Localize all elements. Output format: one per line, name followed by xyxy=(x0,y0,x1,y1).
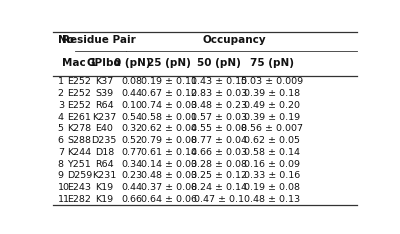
Text: 0.79 ± 0.08: 0.79 ± 0.08 xyxy=(141,136,197,145)
Text: 0.62 ± 0.04: 0.62 ± 0.04 xyxy=(141,124,197,133)
Text: K19: K19 xyxy=(95,183,113,192)
Text: K237: K237 xyxy=(92,113,116,122)
Text: 0.55 ± 0.08: 0.55 ± 0.08 xyxy=(191,124,247,133)
Text: 0.14 ± 0.03: 0.14 ± 0.03 xyxy=(141,160,198,169)
Text: K37: K37 xyxy=(95,77,113,86)
Text: 0.83 ± 0.03: 0.83 ± 0.03 xyxy=(191,89,247,98)
Text: 0.64 ± 0.06: 0.64 ± 0.06 xyxy=(141,195,197,204)
Text: 50 (pN): 50 (pN) xyxy=(197,58,241,68)
Text: E261: E261 xyxy=(68,113,91,122)
Text: 0.08: 0.08 xyxy=(122,77,143,86)
Text: K278: K278 xyxy=(67,124,92,133)
Text: E243: E243 xyxy=(68,183,92,192)
Text: 0.66: 0.66 xyxy=(122,195,143,204)
Text: 0.66 ± 0.03: 0.66 ± 0.03 xyxy=(191,148,247,157)
Text: 0.28 ± 0.08: 0.28 ± 0.08 xyxy=(191,160,247,169)
Text: 0.44: 0.44 xyxy=(122,183,143,192)
Text: E40: E40 xyxy=(95,124,113,133)
Text: 0.39 ± 0.19: 0.39 ± 0.19 xyxy=(244,113,300,122)
Text: 0.16 ± 0.09: 0.16 ± 0.09 xyxy=(244,160,300,169)
Text: E252: E252 xyxy=(68,77,91,86)
Text: 0.19 ± 0.08: 0.19 ± 0.08 xyxy=(244,183,300,192)
Text: 0.54: 0.54 xyxy=(122,113,143,122)
Text: 7: 7 xyxy=(58,148,64,157)
Text: 0 (pN): 0 (pN) xyxy=(114,58,150,68)
Text: 6: 6 xyxy=(58,136,64,145)
Text: 0.61 ± 0.14: 0.61 ± 0.14 xyxy=(141,148,197,157)
Text: E252: E252 xyxy=(68,101,91,110)
Text: 11: 11 xyxy=(58,195,70,204)
Text: K244: K244 xyxy=(67,148,92,157)
Text: 0.49 ± 0.20: 0.49 ± 0.20 xyxy=(244,101,300,110)
Text: 0.44: 0.44 xyxy=(122,89,143,98)
Text: No: No xyxy=(58,35,74,45)
Text: 0.39 ± 0.18: 0.39 ± 0.18 xyxy=(244,89,300,98)
Text: 0.34: 0.34 xyxy=(122,160,143,169)
Text: 2: 2 xyxy=(58,89,64,98)
Text: GPIbα: GPIbα xyxy=(87,58,122,68)
Text: E282: E282 xyxy=(68,195,91,204)
Text: R64: R64 xyxy=(95,101,114,110)
Text: 0.52: 0.52 xyxy=(122,136,143,145)
Text: K231: K231 xyxy=(92,171,116,180)
Text: 25 (pN): 25 (pN) xyxy=(148,58,191,68)
Text: D18: D18 xyxy=(95,148,114,157)
Text: 0.23: 0.23 xyxy=(122,171,143,180)
Text: Mac 1: Mac 1 xyxy=(62,58,97,68)
Text: 75 (pN): 75 (pN) xyxy=(250,58,294,68)
Text: 0.48 ± 0.03: 0.48 ± 0.03 xyxy=(141,171,198,180)
Text: 0.10: 0.10 xyxy=(122,101,143,110)
Text: 0.19 ± 0.11: 0.19 ± 0.11 xyxy=(141,77,197,86)
Text: S39: S39 xyxy=(95,89,113,98)
Text: 5: 5 xyxy=(58,124,64,133)
Text: 0.58 ± 0.14: 0.58 ± 0.14 xyxy=(244,148,300,157)
Text: 4: 4 xyxy=(58,113,64,122)
Text: 0.48 ± 0.23: 0.48 ± 0.23 xyxy=(191,101,247,110)
Text: 0.56 ± 0.007: 0.56 ± 0.007 xyxy=(241,124,303,133)
Text: 0.58 ± 0.01: 0.58 ± 0.01 xyxy=(141,113,197,122)
Text: E252: E252 xyxy=(68,89,91,98)
Text: 1: 1 xyxy=(58,77,64,86)
Text: 0.03 ± 0.009: 0.03 ± 0.009 xyxy=(240,77,303,86)
Text: 0.74 ± 0.03: 0.74 ± 0.03 xyxy=(141,101,198,110)
Text: 8: 8 xyxy=(58,160,64,169)
Text: 0.37 ± 0.08: 0.37 ± 0.08 xyxy=(141,183,198,192)
Text: 0.48 ± 0.13: 0.48 ± 0.13 xyxy=(244,195,300,204)
Text: 0.33 ± 0.16: 0.33 ± 0.16 xyxy=(244,171,300,180)
Text: 0.77: 0.77 xyxy=(122,148,143,157)
Text: 3: 3 xyxy=(58,101,64,110)
Text: 0.32: 0.32 xyxy=(122,124,143,133)
Text: 0.25 ± 0.12: 0.25 ± 0.12 xyxy=(191,171,247,180)
Text: D235: D235 xyxy=(92,136,117,145)
Text: R64: R64 xyxy=(95,160,114,169)
Text: 0.24 ± 0.14: 0.24 ± 0.14 xyxy=(191,183,247,192)
Text: 0.62 ± 0.05: 0.62 ± 0.05 xyxy=(244,136,300,145)
Text: Occupancy: Occupancy xyxy=(203,35,266,45)
Text: 0.77 ± 0.04: 0.77 ± 0.04 xyxy=(191,136,247,145)
Text: 9: 9 xyxy=(58,171,64,180)
Text: Residue Pair: Residue Pair xyxy=(62,35,136,45)
Text: 0.43 ± 0.15: 0.43 ± 0.15 xyxy=(191,77,247,86)
Text: K19: K19 xyxy=(95,195,113,204)
Text: 0.47 ± 0.1: 0.47 ± 0.1 xyxy=(194,195,244,204)
Text: D259: D259 xyxy=(67,171,92,180)
Text: 10: 10 xyxy=(58,183,70,192)
Text: S288: S288 xyxy=(68,136,92,145)
Text: 0.67 ± 0.12: 0.67 ± 0.12 xyxy=(141,89,197,98)
Text: 0.57 ± 0.03: 0.57 ± 0.03 xyxy=(191,113,247,122)
Text: Y251: Y251 xyxy=(68,160,91,169)
